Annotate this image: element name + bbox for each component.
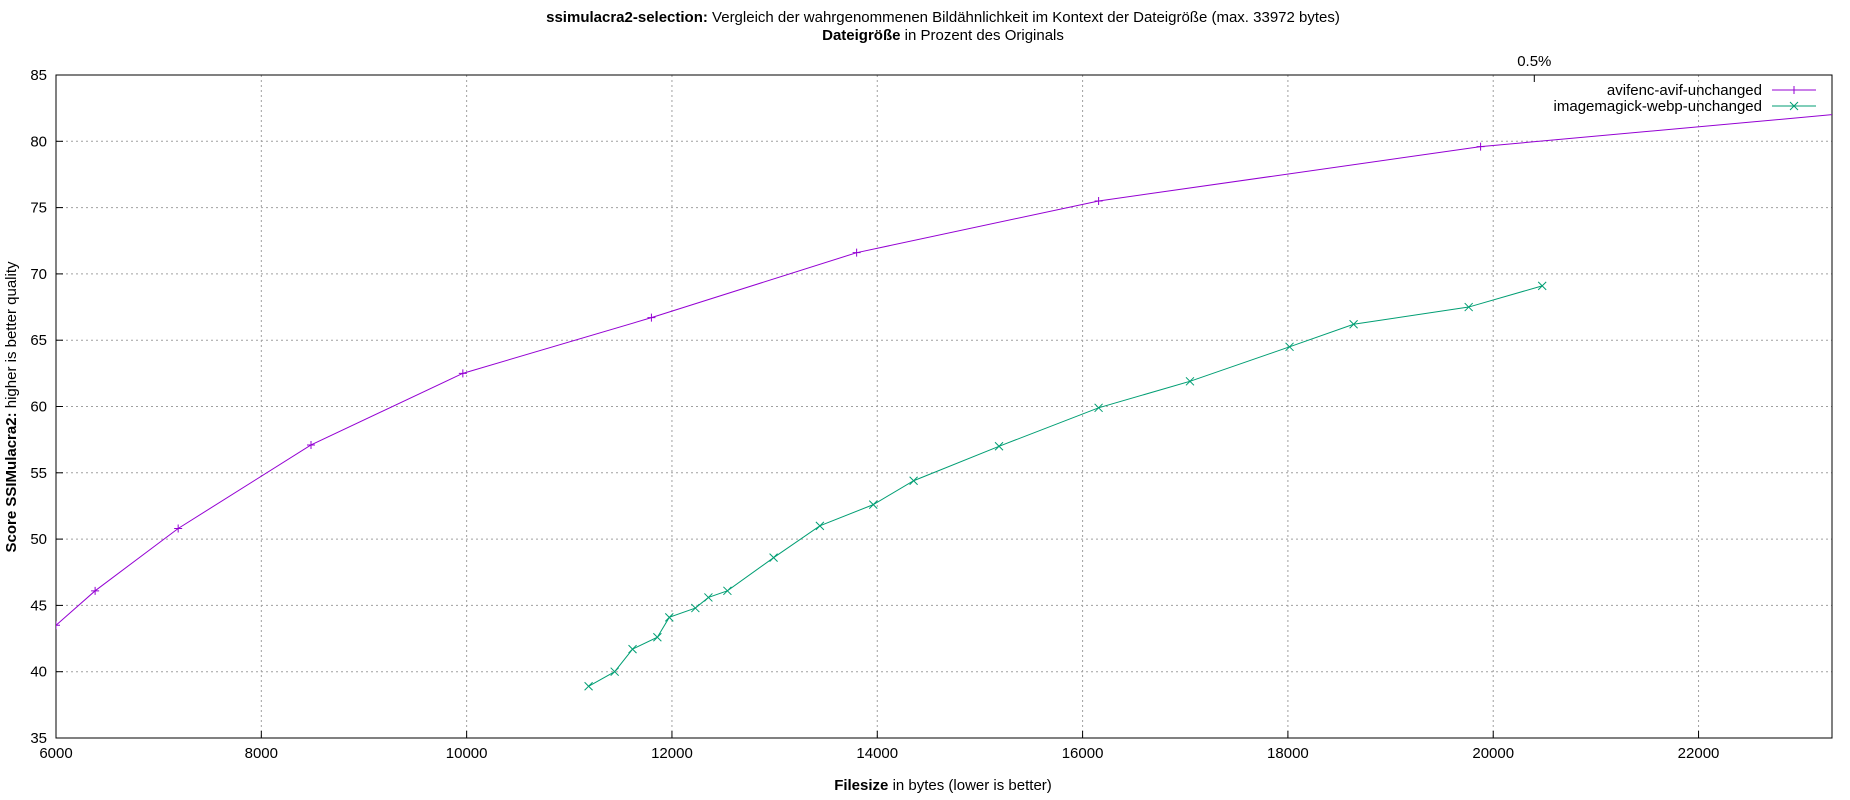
x-tick-label: 8000 bbox=[245, 745, 278, 762]
x-tick-label: 16000 bbox=[1062, 745, 1104, 762]
title-text: Vergleich der wahrgenommenen Bildähnlich… bbox=[712, 9, 1340, 26]
y-tick-label: 85 bbox=[30, 67, 47, 84]
data-point bbox=[584, 681, 593, 691]
data-point bbox=[91, 586, 100, 595]
legend-label: imagemagick-webp-unchanged bbox=[1554, 98, 1762, 115]
x-tick-label: 14000 bbox=[856, 745, 898, 762]
data-point bbox=[769, 553, 778, 563]
data-point bbox=[815, 521, 825, 531]
data-point bbox=[1476, 142, 1485, 151]
data-point bbox=[653, 632, 662, 642]
data-point bbox=[664, 612, 674, 622]
data-point bbox=[1464, 302, 1474, 312]
x-tick-label: 6000 bbox=[39, 745, 72, 762]
legend-label: avifenc-avif-unchanged bbox=[1607, 82, 1762, 99]
data-point bbox=[1094, 403, 1103, 413]
series-line bbox=[588, 285, 1543, 687]
data-point bbox=[1349, 319, 1358, 329]
x-tick-label: 10000 bbox=[446, 745, 488, 762]
data-point bbox=[56, 621, 60, 630]
x-tick-label: 18000 bbox=[1267, 745, 1309, 762]
x-tick-label: 20000 bbox=[1472, 745, 1514, 762]
y-tick-label: 45 bbox=[30, 597, 47, 614]
ylabel-text: higher is better quality bbox=[3, 261, 20, 408]
data-point bbox=[174, 524, 183, 533]
data-point bbox=[307, 440, 316, 449]
data-point bbox=[628, 644, 637, 654]
y-tick-label: 80 bbox=[30, 133, 47, 150]
data-point bbox=[1094, 196, 1103, 205]
data-point bbox=[852, 248, 861, 257]
y-tick-label: 70 bbox=[30, 266, 47, 283]
y-tick-label: 55 bbox=[30, 465, 47, 482]
x-tick-label: 12000 bbox=[651, 745, 693, 762]
data-point bbox=[647, 313, 656, 322]
chart-title: ssimulacra2-selection: Vergleich der wah… bbox=[546, 9, 1340, 26]
data-point bbox=[704, 593, 713, 602]
x-axis-label: Filesize in bytes (lower is better) bbox=[834, 777, 1052, 794]
data-point bbox=[909, 476, 918, 486]
subtitle-text: in Prozent des Originals bbox=[905, 27, 1064, 44]
plot-area bbox=[56, 114, 1832, 691]
y-tick-label: 35 bbox=[30, 730, 47, 747]
data-point bbox=[723, 586, 732, 596]
y-tick-label: 50 bbox=[30, 531, 47, 548]
xlabel-bold: Filesize bbox=[834, 777, 888, 794]
y-tick-label: 40 bbox=[30, 664, 47, 681]
subtitle: Dateigröße in Prozent des Originals bbox=[822, 27, 1064, 44]
plot-frame bbox=[55, 74, 1833, 739]
data-point bbox=[1185, 376, 1195, 386]
title-bold: ssimulacra2-selection: bbox=[546, 9, 708, 26]
ylabel-bold: Score SSIMulacra2: bbox=[3, 412, 20, 552]
data-point bbox=[610, 667, 620, 677]
data-point bbox=[994, 441, 1004, 451]
data-point bbox=[868, 500, 878, 509]
data-point bbox=[458, 369, 467, 378]
x2-tick-label: 0.5% bbox=[1517, 53, 1551, 70]
legend-marker bbox=[1789, 101, 1799, 111]
subtitle-bold: Dateigröße bbox=[822, 27, 900, 44]
y-tick-label: 75 bbox=[30, 200, 47, 217]
series-line bbox=[56, 114, 1832, 626]
data-point bbox=[1285, 342, 1294, 352]
data-point bbox=[1537, 281, 1547, 291]
data-point bbox=[691, 603, 700, 613]
y-tick-label: 60 bbox=[30, 399, 47, 416]
xlabel-text: in bytes (lower is better) bbox=[893, 777, 1052, 794]
y-tick-label: 65 bbox=[30, 332, 47, 349]
y-axis-label: Score SSIMulacra2: higher is better qual… bbox=[3, 261, 20, 552]
x-tick-label: 22000 bbox=[1678, 745, 1720, 762]
legend-marker bbox=[1790, 86, 1798, 94]
